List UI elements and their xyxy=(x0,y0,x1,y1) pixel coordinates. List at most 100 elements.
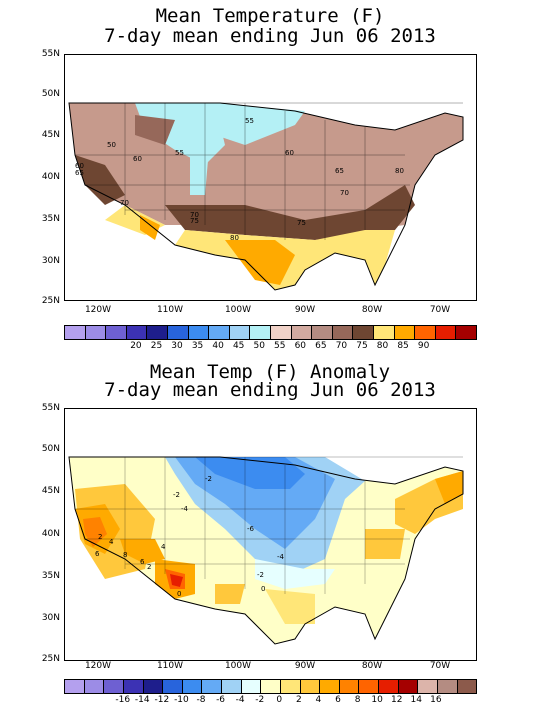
map2-contour-label: -6 xyxy=(247,525,255,533)
map2-plot: -2 -4 -6 -4 -2 0 2 4 6 8 2 0 4 6 -2 xyxy=(65,409,476,660)
map2-lat-label: 35N xyxy=(41,571,60,581)
map1-lon-label: 100W xyxy=(224,305,252,315)
map2-colorbar-swatch xyxy=(222,680,242,693)
map1-contour-label: 60 xyxy=(133,155,142,163)
map1-panel: 50 55 60 55 60 65 70 75 80 60 65 70 75 8… xyxy=(64,54,477,301)
map2-contour-label: 2 xyxy=(98,533,102,541)
map1-colorbar-swatch xyxy=(435,326,457,339)
map1-colorbar-swatch xyxy=(209,326,230,339)
map1-lon-label: 80W xyxy=(361,305,383,315)
map2-lon-label: 110W xyxy=(156,661,184,671)
map1-contour-label: 50 xyxy=(107,141,116,149)
map2-colorbar-swatch xyxy=(418,680,438,693)
map2-colorbar-label: 2 xyxy=(295,695,302,705)
map1-lon-label: 120W xyxy=(84,305,112,315)
map1-contour-label: 55 xyxy=(175,149,184,157)
map1-contour-label: 70 xyxy=(190,211,199,219)
map2-colorbar-label: 14 xyxy=(410,695,422,705)
map1-lat-label: 25N xyxy=(41,296,60,306)
map2-colorbar-label: 8 xyxy=(354,695,361,705)
map2-lon-label: 90W xyxy=(294,661,316,671)
map2-colorbar-swatch xyxy=(339,680,360,693)
map1-colorbar-swatch xyxy=(147,326,168,339)
map2-lat-label: 50N xyxy=(41,444,60,454)
map1-contour-label: 70 xyxy=(120,199,129,207)
map2-colorbar-label: 0 xyxy=(276,695,283,705)
map2-colorbar-swatch xyxy=(437,680,458,693)
map2-colorbar-label: 12 xyxy=(390,695,403,705)
map1-colorbar-label: 45 xyxy=(232,341,245,351)
map2-contour-label: 6 xyxy=(95,550,100,558)
map2-colorbar xyxy=(64,679,477,694)
map2-colorbar-label: -10 xyxy=(174,695,189,705)
map1-contour-label: 65 xyxy=(75,169,84,177)
map1-colorbar-swatch xyxy=(456,326,476,339)
map1-colorbar-label: 85 xyxy=(397,341,409,351)
map2-contour-label: 6 xyxy=(140,558,145,566)
map1-colorbar-swatch xyxy=(65,326,86,339)
map2-lon-label: 70W xyxy=(429,661,451,671)
map2-lat-label: 55N xyxy=(41,403,60,413)
map1-contour-label: 75 xyxy=(297,219,306,227)
map2-lat-label: 25N xyxy=(41,654,60,664)
map2-lon-label: 80W xyxy=(361,661,383,671)
map2-title-line1: Mean Temp (F) Anomaly xyxy=(149,361,391,383)
map2-colorbar-swatch xyxy=(241,680,262,693)
map1-colorbar-swatch xyxy=(373,326,395,339)
map2-colorbar-label: 6 xyxy=(335,695,341,705)
map1-lat-label: 30N xyxy=(41,256,60,266)
map1-colorbar-label: 60 xyxy=(294,341,307,351)
map2-contour-label: -4 xyxy=(277,553,285,561)
map2-lat-label: 40N xyxy=(41,529,60,539)
map2-colorbar-label: -12 xyxy=(154,695,170,705)
map1-colorbar-label: 90 xyxy=(417,341,430,351)
map1-lat-label: 35N xyxy=(41,214,60,224)
map1-lat-label: 50N xyxy=(41,89,60,99)
map1-colorbar-label: 55 xyxy=(274,341,286,351)
map2-colorbar-swatch xyxy=(300,680,321,693)
map2-colorbar-label: 10 xyxy=(371,695,383,705)
map1-colorbar-swatch xyxy=(353,326,374,339)
map1-colorbar-swatch xyxy=(270,326,292,339)
map2-colorbar-label: -4 xyxy=(235,695,245,705)
map1-colorbar-swatch xyxy=(229,326,251,339)
map1-colorbar-swatch xyxy=(85,326,107,339)
map2-lat-label: 30N xyxy=(41,613,60,623)
map1-contour-label: 65 xyxy=(335,167,344,175)
map2-colorbar-label: 16 xyxy=(430,695,442,705)
map2-colorbar-swatch xyxy=(398,680,419,693)
map1-colorbar-swatch xyxy=(415,326,436,339)
map2-lon-label: 100W xyxy=(224,661,252,671)
map1-colorbar-swatch xyxy=(291,326,313,339)
map1-colorbar-swatch xyxy=(126,326,148,339)
map2-contour-label: 2 xyxy=(147,563,151,571)
map2-colorbar-swatch xyxy=(182,680,203,693)
map1-title-line1: Mean Temperature (F) xyxy=(155,5,385,27)
map2-colorbar-swatch xyxy=(143,680,164,693)
map1-colorbar-swatch xyxy=(106,326,127,339)
map2-colorbar-swatch xyxy=(280,680,301,693)
map1-lat-label: 55N xyxy=(41,49,60,59)
map2-colorbar-label: -2 xyxy=(255,695,265,705)
map2-contour-label: -2 xyxy=(205,475,212,483)
map1-contour-label: 70 xyxy=(340,189,349,197)
map2-contour-label: 4 xyxy=(161,543,166,551)
map1-colorbar-swatch xyxy=(394,326,416,339)
map2-panel: -2 -4 -6 -4 -2 0 2 4 6 8 2 0 4 6 -2 xyxy=(64,408,477,661)
map1-lat-label: 45N xyxy=(41,130,60,140)
map1-colorbar-label: 50 xyxy=(253,341,265,351)
map1-plot: 50 55 60 55 60 65 70 75 80 60 65 70 75 8… xyxy=(65,55,476,300)
map1-contour-label: 55 xyxy=(245,117,254,125)
map1-contour-labels: 50 55 60 55 60 65 70 75 80 60 65 70 75 8… xyxy=(75,117,404,242)
map1-colorbar-swatch xyxy=(250,326,271,339)
map2-colorbar-swatch xyxy=(84,680,105,693)
map2-contour-label: 4 xyxy=(109,538,114,546)
map1-colorbar-label: 80 xyxy=(376,341,389,351)
map1-lon-label: 70W xyxy=(429,305,451,315)
map1-lat-label: 40N xyxy=(41,172,60,182)
map1-contour-label: 80 xyxy=(395,167,404,175)
map2-lat-label: 45N xyxy=(41,486,60,496)
map1-contour-label: 80 xyxy=(230,234,239,242)
map1-colorbar-swatch xyxy=(167,326,189,339)
map2-colorbar-swatch xyxy=(123,680,144,693)
